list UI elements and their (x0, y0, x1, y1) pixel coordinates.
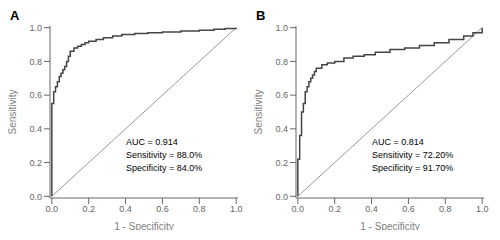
svg-text:0.2: 0.2 (82, 204, 95, 214)
svg-text:0.4: 0.4 (119, 204, 132, 214)
svg-text:1.0: 1.0 (476, 204, 489, 214)
svg-text:0.4: 0.4 (275, 124, 288, 134)
svg-text:0.4: 0.4 (365, 204, 378, 214)
svg-text:0.8: 0.8 (193, 204, 206, 214)
html-text:Specificity = 91.70%: Specificity = 91.70% (372, 163, 454, 173)
html-text:Sensitivity = 72.20%: Sensitivity = 72.20% (372, 150, 454, 160)
svg-text:0.8: 0.8 (275, 57, 288, 67)
html-text:AUC = 0.814: AUC = 0.814 (372, 137, 424, 147)
html-text:AUC = 0.914: AUC = 0.914 (126, 137, 178, 147)
svg-text:0.4: 0.4 (29, 124, 42, 134)
html-text:Sensitivity = 88.0%: Sensitivity = 88.0% (126, 150, 203, 160)
svg-text:0.2: 0.2 (328, 204, 341, 214)
svg-text:0.0: 0.0 (292, 204, 305, 214)
svg-text:1 - Specificity: 1 - Specificity (114, 221, 173, 230)
svg-text:0.6: 0.6 (156, 204, 169, 214)
svg-text:1 - Specificity: 1 - Specificity (360, 221, 419, 230)
svg-text:0.0: 0.0 (46, 204, 59, 214)
svg-text:0.2: 0.2 (29, 158, 42, 168)
svg-text:1.0: 1.0 (275, 23, 288, 33)
html-text:A: A (10, 8, 20, 23)
svg-text:0.6: 0.6 (402, 204, 415, 214)
svg-text:0.0: 0.0 (275, 192, 288, 202)
svg-text:0.0: 0.0 (29, 192, 42, 202)
svg-text:Sensitivity: Sensitivity (8, 89, 18, 134)
svg-text:0.8: 0.8 (439, 204, 452, 214)
svg-text:0.6: 0.6 (275, 90, 288, 100)
svg-text:Sensitivity: Sensitivity (254, 89, 264, 134)
html-text:B: B (256, 8, 266, 23)
svg-text:1.0: 1.0 (29, 23, 42, 33)
svg-text:1.0: 1.0 (230, 204, 243, 214)
svg-text:0.2: 0.2 (275, 158, 288, 168)
svg-text:0.8: 0.8 (29, 57, 42, 67)
svg-text:0.6: 0.6 (29, 90, 42, 100)
html-text:Specificity = 84.0%: Specificity = 84.0% (126, 163, 203, 173)
